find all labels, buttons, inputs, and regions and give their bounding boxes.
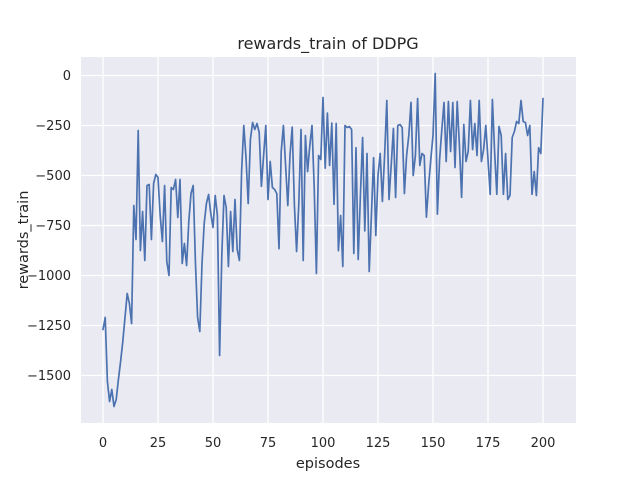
y-tick-label: −1000 [27,269,71,284]
x-tick-label: 100 [311,436,336,451]
x-tick-label: 125 [366,436,391,451]
plot-background [81,57,576,423]
x-tick-label: 75 [260,436,277,451]
y-tick-label: −1500 [27,369,71,384]
x-tick-label: 175 [476,436,501,451]
y-tick-label: −500 [35,169,71,184]
plot-area: 0 25 50 75 100 125 150 175 200 0 −250 −500 −750 −1000… [27,57,576,451]
x-tick-label: 25 [150,436,167,451]
x-tick-label: 150 [421,436,446,451]
y-tick-label: −750 [35,219,71,234]
x-axis-label: episodes [296,456,360,472]
y-tick-label: −250 [35,119,71,134]
x-tick-label: 0 [99,436,107,451]
y-tick-label: −1250 [27,319,71,334]
y-tick-label: 0 [63,69,71,84]
x-tick-label: 50 [205,436,222,451]
y-axis-label: rewards_train [16,191,32,290]
chart-title: rewards_train of DDPG [237,34,418,54]
x-tick-label: 200 [531,436,556,451]
reward-line [102,72,544,408]
